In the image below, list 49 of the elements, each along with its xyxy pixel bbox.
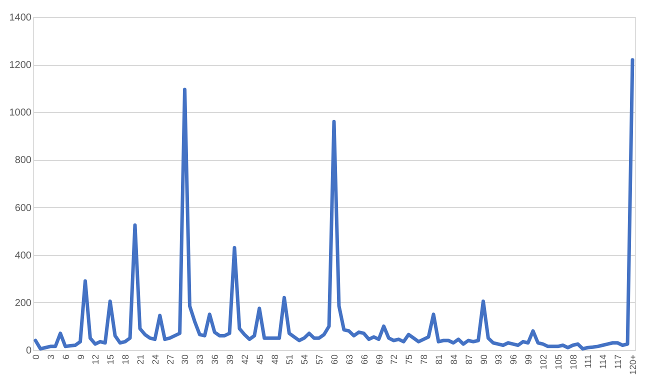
x-tick-label: 27 (165, 354, 176, 365)
x-tick-label: 66 (359, 354, 370, 365)
x-tick-label: 99 (524, 354, 534, 365)
x-tick-label: 24 (150, 354, 160, 365)
x-tick-label: 69 (374, 354, 384, 365)
x-tick-label: 114 (598, 354, 608, 369)
x-tick-label: 75 (404, 354, 414, 365)
x-tick-label: 111 (583, 354, 594, 368)
x-tick-label: 78 (419, 354, 430, 365)
y-tick-label: 1400 (9, 12, 32, 24)
x-tick-label: 18 (120, 354, 131, 365)
x-tick-label: 45 (254, 354, 265, 365)
x-tick-label: 57 (314, 354, 325, 365)
y-tick-label: 600 (14, 202, 32, 214)
x-tick-label: 63 (344, 354, 354, 365)
x-tick-label: 39 (225, 354, 236, 365)
x-tick-label: 42 (240, 354, 250, 365)
x-tick-label: 120+ (628, 354, 638, 375)
x-tick-label: 36 (210, 354, 220, 365)
x-tick-label: 21 (135, 354, 146, 365)
x-tick-label: 15 (106, 354, 116, 365)
x-tick-label: 12 (90, 354, 101, 365)
x-tick-label: 102 (538, 354, 548, 370)
x-tick-label: 84 (448, 354, 459, 365)
x-tick-label: 105 (553, 354, 564, 370)
x-tick-label: 87 (464, 354, 474, 365)
x-tick-label: 6 (60, 354, 71, 360)
x-tick-label: 72 (389, 354, 400, 365)
y-tick-label: 200 (14, 298, 32, 309)
y-tick-label: 1000 (9, 108, 32, 119)
x-tick-label: 3 (46, 354, 56, 360)
x-tick-label: 93 (494, 354, 504, 365)
x-tick-label: 54 (300, 354, 310, 365)
x-tick-label: 117 (613, 354, 624, 369)
x-tick-label: 9 (76, 354, 86, 360)
x-tick-label: 33 (195, 354, 206, 365)
x-tick-label: 90 (478, 354, 489, 365)
x-tick-label: 51 (284, 354, 295, 365)
x-tick-label: 48 (270, 354, 280, 365)
x-tick-label: 30 (180, 354, 190, 365)
x-tick-label: 96 (508, 354, 519, 365)
x-tick-label: 108 (568, 354, 578, 370)
line-series (34, 58, 634, 351)
x-tick-label: 60 (330, 354, 340, 365)
x-tick-label: 81 (434, 354, 444, 365)
x-tick-label: 0 (30, 354, 41, 360)
y-tick-label: 400 (14, 250, 32, 262)
y-tick-label: 800 (14, 155, 32, 166)
y-tick-label: 1200 (9, 60, 32, 72)
